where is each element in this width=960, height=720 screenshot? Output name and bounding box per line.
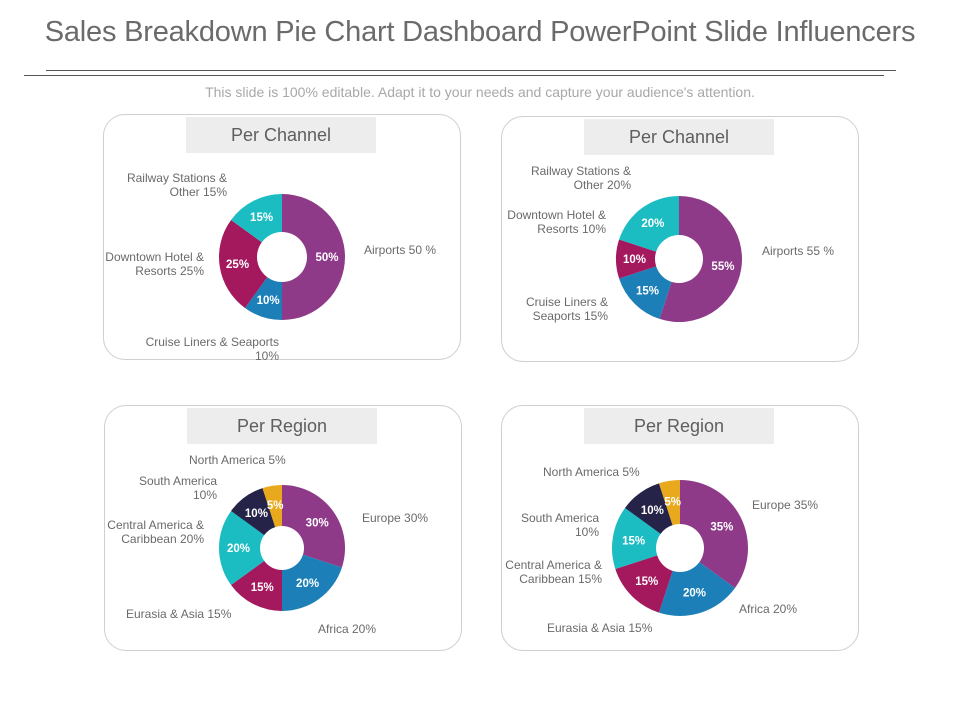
donut-slice-europe <box>680 480 748 588</box>
donut-slice-south-america <box>231 488 276 536</box>
slice-percent-label: 10% <box>623 254 646 266</box>
slice-percent-label: 15% <box>251 582 274 594</box>
slice-percent-label: 20% <box>641 218 664 230</box>
slice-percent-label: 10% <box>257 295 280 307</box>
title-divider-secondary <box>24 75 884 76</box>
callout-eurasia: Eurasia & Asia 15% <box>126 607 232 621</box>
callout-cruise: Cruise Liners & Seaports 10% <box>145 335 279 363</box>
chart-panel-region-2: Per Region 35% 20% 15% 15% 10% 5% Europe 35% … <box>501 405 859 651</box>
donut-slice-eurasia-asia <box>615 555 673 613</box>
panel-header: Per Channel <box>186 117 376 153</box>
page-title: Sales Breakdown Pie Chart Dashboard Powe… <box>44 16 916 48</box>
callout-south-america: South America 10% <box>520 511 599 539</box>
slice-percent-label: 30% <box>306 517 329 529</box>
chart-panel-channel-2: Per Channel 55% 15% 10% 20% Airports 55 % C… <box>501 116 859 362</box>
panel-header: Per Channel <box>584 119 774 155</box>
donut-slice-africa <box>282 554 342 611</box>
callout-africa: Africa 20% <box>318 622 377 636</box>
panel-header: Per Region <box>584 408 774 444</box>
slice-percent-label: 35% <box>710 522 733 534</box>
donut-chart: 55% 15% 10% 20% <box>616 196 742 322</box>
donut-slice-cruise-liners-seaports <box>244 277 282 320</box>
donut-slice-downtown-hotel-resorts <box>616 239 657 279</box>
slice-percent-label: 20% <box>227 543 250 555</box>
callout-cruise: Cruise Liners & Seaports 15% <box>525 295 608 323</box>
callout-europe: Europe 35% <box>752 498 819 512</box>
donut-slice-airports <box>659 196 742 322</box>
slice-percent-label: 15% <box>636 285 659 297</box>
donut-slice-eurasia-asia <box>231 560 282 611</box>
slice-percent-label: 50% <box>315 252 338 264</box>
callout-airports: Airports 55 % <box>762 244 835 258</box>
slice-percent-label: 5% <box>664 497 681 509</box>
donut-slice-north-america <box>262 485 282 528</box>
donut-chart: 30% 20% 15% 20% 10%5% <box>219 485 345 611</box>
donut-slice-africa <box>658 562 736 616</box>
callout-central-america: Central America & Caribbean 15% <box>505 558 602 586</box>
slice-percent-label: 25% <box>226 259 249 271</box>
slice-percent-label: 5% <box>267 500 284 512</box>
panel-header: Per Region <box>187 408 377 444</box>
callout-downtown: Downtown Hotel & Resorts 10% <box>507 208 606 236</box>
callout-europe: Europe 30% <box>362 511 429 525</box>
slice-percent-label: 10% <box>245 508 268 520</box>
donut-slice-railway-stations-other <box>619 196 679 252</box>
callout-downtown: Downtown Hotel & Resorts 25% <box>105 250 204 278</box>
donut-slice-airports <box>282 194 345 320</box>
callout-south-america: South America 10% <box>138 474 217 502</box>
slice-percent-label: 20% <box>296 578 319 590</box>
donut-slice-railway-stations-other <box>231 194 282 243</box>
slice-percent-label: 20% <box>683 588 706 600</box>
donut-slice-central-america-caribbean <box>612 508 661 570</box>
chart-panel-channel-1: Per Channel 50% 10% 25% 15% Airports 50 % C… <box>103 114 461 363</box>
callout-north-america: North America 5% <box>543 465 640 479</box>
donut-slice-europe <box>282 485 345 568</box>
donut-slice-central-america-caribbean <box>219 510 265 586</box>
callout-africa: Africa 20% <box>739 602 798 616</box>
slice-percent-label: 10% <box>641 505 664 517</box>
slice-percent-label: 15% <box>622 536 645 548</box>
slice-percent-label: 55% <box>711 261 734 273</box>
callout-railway: Railway Stations & Other 15% <box>126 171 227 199</box>
donut-slice-cruise-liners-seaports <box>619 266 672 319</box>
donut-slice-south-america <box>624 483 673 534</box>
donut-chart: 50% 10% 25% 15% <box>219 194 345 320</box>
callout-airports: Airports 50 % <box>364 243 437 257</box>
chart-panel-region-1: Per Region 30% 20% 15% 20% 10% 5% Europe 30% … <box>104 405 462 651</box>
subtitle: This slide is 100% editable. Adapt it to… <box>205 84 755 100</box>
slice-percent-label: 15% <box>250 212 273 224</box>
callout-central-america: Central America & Caribbean 20% <box>107 518 204 546</box>
callout-eurasia: Eurasia & Asia 15% <box>547 621 653 635</box>
donut-slice-downtown-hotel-resorts <box>219 219 268 308</box>
slice-percent-label: 15% <box>635 576 658 588</box>
donut-slice-north-america <box>658 480 680 526</box>
donut-chart: 35% 20% 15% 15% 10%5% <box>612 480 748 616</box>
callout-north-america: North America 5% <box>189 453 286 467</box>
callout-railway: Railway Stations & Other 20% <box>530 164 631 192</box>
title-divider <box>46 70 896 71</box>
